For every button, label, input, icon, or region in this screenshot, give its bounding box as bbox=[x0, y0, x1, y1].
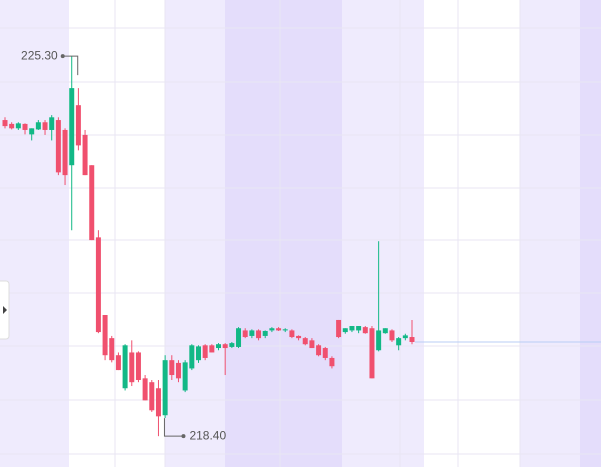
candle-body bbox=[75, 105, 81, 146]
candle-body bbox=[82, 134, 88, 176]
candle-body bbox=[135, 352, 141, 380]
candle-body bbox=[322, 348, 328, 358]
candle-body bbox=[376, 330, 382, 351]
candle-body bbox=[249, 330, 255, 336]
candle-body bbox=[296, 335, 302, 339]
candle-body bbox=[362, 327, 368, 334]
candle-body bbox=[382, 328, 388, 334]
candle-body bbox=[122, 345, 128, 389]
candle-body bbox=[169, 360, 175, 376]
candle-body bbox=[155, 388, 161, 417]
candle-body bbox=[209, 345, 215, 353]
side-tab[interactable] bbox=[0, 280, 10, 340]
candle-body bbox=[142, 378, 148, 401]
annotation-dot bbox=[60, 54, 65, 59]
candle-body bbox=[242, 330, 248, 338]
candle-body bbox=[389, 330, 395, 341]
candle-body bbox=[109, 338, 115, 361]
candle-body bbox=[262, 330, 268, 336]
candle-body bbox=[276, 328, 282, 331]
candle-body bbox=[342, 328, 348, 333]
candle-body bbox=[256, 330, 262, 339]
candle-body bbox=[336, 319, 342, 338]
candle-body bbox=[9, 123, 15, 129]
candle-body bbox=[162, 360, 168, 416]
candle-body bbox=[349, 326, 355, 331]
candle-body bbox=[69, 88, 75, 166]
candle-body bbox=[222, 344, 228, 349]
candle-body bbox=[115, 355, 121, 371]
candle-body bbox=[289, 330, 295, 338]
candle-body bbox=[29, 128, 35, 135]
candle-body bbox=[402, 335, 408, 339]
candle-body bbox=[89, 165, 95, 241]
candle-body bbox=[102, 315, 108, 356]
candle-body bbox=[282, 329, 288, 331]
candle-body bbox=[356, 326, 362, 331]
candle-body bbox=[149, 382, 155, 411]
candle-body bbox=[182, 362, 188, 391]
candle-body bbox=[216, 344, 222, 349]
candle-body bbox=[42, 122, 48, 130]
annotation-leader bbox=[62, 55, 79, 76]
candle-body bbox=[35, 122, 41, 130]
candle-body bbox=[189, 345, 195, 369]
annotation-label: 218.40 bbox=[189, 428, 226, 442]
candle-body bbox=[49, 117, 55, 130]
candle-body bbox=[95, 237, 101, 333]
candle-body bbox=[329, 357, 335, 367]
candle-body bbox=[62, 129, 68, 176]
candle-body bbox=[396, 338, 402, 346]
candle-body bbox=[269, 328, 275, 331]
candle-body bbox=[229, 343, 235, 347]
annotation-leader bbox=[163, 418, 184, 437]
candle-body bbox=[175, 362, 181, 379]
candle-body bbox=[302, 338, 308, 345]
candle-body bbox=[195, 346, 201, 361]
candle-body bbox=[129, 352, 135, 383]
annotation-label: 225.30 bbox=[21, 48, 58, 62]
candle-body bbox=[22, 123, 28, 130]
annotation-dot bbox=[181, 434, 186, 439]
candle-body bbox=[2, 120, 8, 127]
candle-body bbox=[202, 345, 208, 358]
candle-body bbox=[309, 340, 315, 349]
candle-body bbox=[55, 120, 61, 173]
candle-body bbox=[236, 328, 242, 347]
candle-body bbox=[409, 337, 415, 342]
candle-body bbox=[369, 328, 375, 379]
candle-body bbox=[316, 345, 322, 356]
candle-body bbox=[15, 123, 21, 129]
